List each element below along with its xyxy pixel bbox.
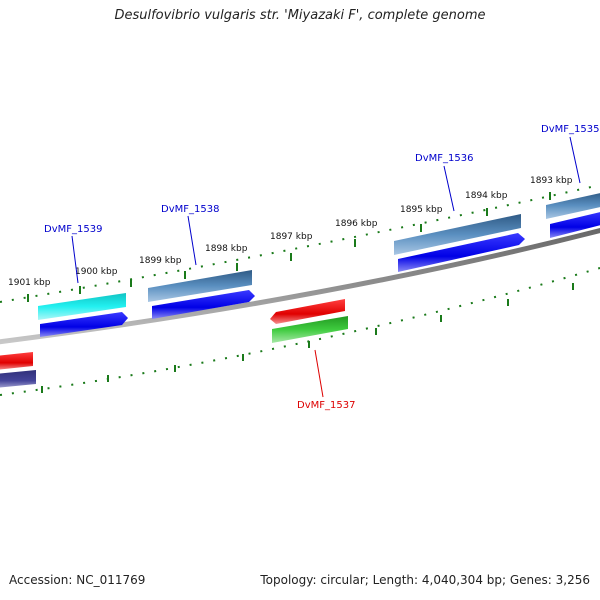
- gene-label[interactable]: DvMF_1535: [541, 124, 599, 135]
- label-connector: [569, 136, 581, 184]
- cds-forward-arrow[interactable]: [550, 211, 600, 238]
- gene-label[interactable]: DvMF_1536: [415, 153, 473, 164]
- gene-dvmf-1537[interactable]: DvMF_1537: [270, 299, 355, 411]
- gene-block-navy[interactable]: [0, 370, 36, 388]
- cds-reverse-arrow[interactable]: [0, 352, 33, 370]
- tick-label: 1900 kbp: [75, 267, 118, 277]
- cds-forward-arrow[interactable]: [40, 312, 128, 337]
- tick-labels: 1901 kbp 1900 kbp 1899 kbp 1898 kbp 1897…: [8, 176, 573, 288]
- gene-label[interactable]: DvMF_1539: [44, 224, 102, 235]
- gene-dvmf-1538[interactable]: DvMF_1538: [148, 204, 255, 319]
- cds-forward-arrow[interactable]: [398, 233, 525, 272]
- gene-block-steelblue[interactable]: [546, 192, 600, 219]
- genome-summary-text: Topology: circular; Length: 4,040,304 bp…: [260, 573, 590, 587]
- genome-title: Desulfovibrio vulgaris str. 'Miyazaki F'…: [114, 8, 486, 23]
- gene-dvmf-1539[interactable]: DvMF_1539: [38, 224, 128, 337]
- accession-text: Accession: NC_011769: [9, 573, 146, 587]
- gene-feature-left-partial[interactable]: [0, 352, 36, 388]
- tick-label: 1899 kbp: [139, 256, 182, 266]
- gene-dvmf-1535[interactable]: DvMF_1535: [541, 124, 600, 238]
- gene-block-cyan[interactable]: [38, 293, 126, 320]
- cds-forward-arrow[interactable]: [152, 290, 255, 319]
- tick-label: 1893 kbp: [530, 176, 573, 186]
- outer-tick-ruler: [0, 184, 600, 303]
- inner-tick-ruler: [0, 267, 600, 396]
- tick-label: 1897 kbp: [270, 232, 313, 242]
- tick-label: 1896 kbp: [335, 219, 378, 229]
- gene-block-steelblue[interactable]: [394, 214, 521, 255]
- label-connector: [314, 349, 324, 398]
- gene-block-green[interactable]: [272, 316, 348, 343]
- gene-dvmf-1536[interactable]: DvMF_1536: [394, 153, 525, 272]
- label-connector: [71, 235, 79, 284]
- gene-block-steelblue[interactable]: [148, 270, 252, 302]
- cds-reverse-arrow[interactable]: [270, 299, 345, 324]
- label-connector: [443, 165, 455, 212]
- tick-label: 1895 kbp: [400, 205, 443, 215]
- gene-label[interactable]: DvMF_1538: [161, 204, 219, 215]
- tick-label: 1898 kbp: [205, 244, 248, 254]
- gene-label[interactable]: DvMF_1537: [297, 400, 355, 411]
- tick-label: 1901 kbp: [8, 278, 51, 288]
- label-connector: [187, 215, 197, 266]
- tick-label: 1894 kbp: [465, 191, 508, 201]
